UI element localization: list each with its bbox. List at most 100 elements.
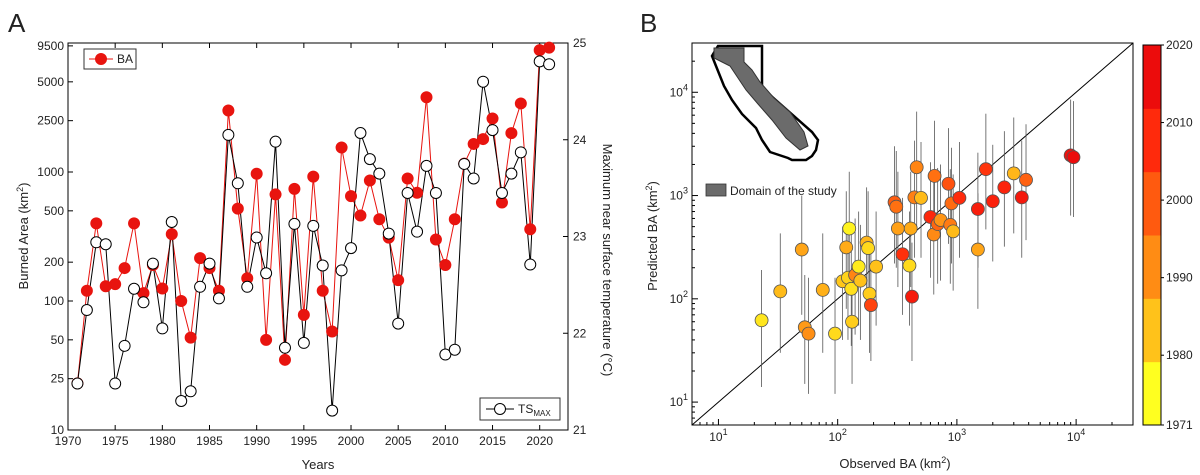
ts-point [269, 135, 282, 148]
ylabel-b-sup: 2 [644, 185, 654, 190]
ts-point [175, 394, 188, 407]
ts-point [335, 264, 348, 277]
y-tick-label: 103 [670, 186, 688, 203]
ts-point [260, 267, 273, 280]
ts-point [543, 58, 556, 71]
ts-point [71, 377, 84, 390]
y-tick-base: 10 [670, 189, 684, 203]
x-tick-label: 102 [828, 427, 846, 444]
colorbar-frame [1142, 44, 1162, 426]
ts-point [373, 167, 386, 180]
scatter-point [794, 242, 809, 257]
ts-point [345, 242, 358, 255]
domain-legend-swatch [705, 183, 727, 197]
ba-point [297, 308, 310, 321]
legend-ba: BA [83, 48, 137, 70]
ts-point [524, 258, 537, 271]
scatter-point [902, 258, 917, 273]
ba-point [467, 137, 480, 150]
scatter-point [862, 286, 877, 301]
x-tick-label: 1985 [196, 434, 223, 448]
ts-point [297, 336, 310, 349]
y-left-tick-label: 200 [44, 255, 64, 269]
ts-point [288, 217, 301, 230]
ba-point [128, 217, 141, 230]
y-left-tick-label: 1000 [37, 165, 64, 179]
ts-point [165, 215, 178, 228]
ba-point [80, 284, 93, 297]
x-tick-label: 2000 [338, 434, 365, 448]
scatter-point [895, 247, 910, 262]
ts-point [486, 124, 499, 137]
scatter-point [889, 199, 904, 214]
ts-point [231, 177, 244, 190]
x-tick-label: 2010 [432, 434, 459, 448]
scatter-point [914, 190, 928, 205]
colorbar-tick-label: 2000 [1166, 193, 1193, 207]
ts-point [128, 282, 141, 295]
ba-point [269, 188, 282, 201]
ba-point [250, 167, 263, 180]
ba-point [486, 112, 499, 125]
ba-point [109, 278, 122, 291]
scatter-point [754, 313, 769, 328]
ba-point [222, 104, 235, 117]
scatter-point [773, 284, 788, 299]
ba-point [373, 213, 386, 226]
colorbar-segment [1143, 45, 1161, 109]
panel-b-ylabel: Predicted BA (km2) [644, 181, 660, 291]
colorbar-tick-label: 1980 [1166, 348, 1193, 362]
ba-point [260, 333, 273, 346]
y-left-tick-label: 100 [44, 294, 64, 308]
x-tick-label: 2005 [385, 434, 412, 448]
study-domain-shape [713, 47, 809, 151]
ba-point [363, 174, 376, 187]
ba-point [194, 252, 207, 265]
california-map: Domain of the study [705, 44, 837, 198]
x-tick-label: 2015 [479, 434, 506, 448]
ba-point [118, 262, 131, 275]
scatter-point [941, 176, 956, 191]
x-tick-label: 1995 [290, 434, 317, 448]
legend-ts-text: TS [518, 402, 533, 416]
ts-point [307, 219, 320, 232]
colorbar-tick-label: 2010 [1166, 116, 1193, 130]
ts-line [76, 60, 550, 411]
scatter-point [845, 314, 859, 329]
x-tick-label: 1980 [149, 434, 176, 448]
y-left-tick-label: 5000 [37, 75, 64, 89]
ts-point [156, 322, 169, 335]
ts-point [477, 75, 490, 88]
ts-point [80, 304, 93, 317]
ts-point [146, 257, 159, 270]
x-tick-base: 10 [828, 430, 842, 444]
panel-a-xlabel: Years [302, 457, 335, 472]
x-tick-exponent: 3 [961, 427, 966, 437]
scatter-point [1014, 190, 1029, 205]
ylabel-b-end: ) [645, 181, 660, 185]
colorbar-tick-label: 1971 [1166, 418, 1193, 432]
y-left-tick-label: 10 [51, 423, 65, 437]
ts-point [458, 157, 471, 170]
scatter-point [985, 194, 1000, 209]
ts-point [382, 227, 395, 240]
ts-point [495, 186, 508, 199]
ba-point [429, 233, 442, 246]
scatter-point [890, 221, 905, 236]
x-tick-exponent: 4 [1080, 427, 1085, 437]
ba-point [231, 202, 244, 215]
ba-point [401, 172, 414, 185]
colorbar-segment [1143, 108, 1161, 173]
scatter-point [909, 160, 924, 175]
ts-point [514, 146, 527, 159]
y-tick-label: 102 [670, 289, 688, 306]
y-right-tick-label: 24 [573, 133, 587, 147]
scatter-point [842, 221, 857, 236]
x-tick-base: 10 [948, 430, 962, 444]
scatter-point [851, 259, 866, 274]
panel-b-xlabel: Observed BA (km2) [839, 455, 950, 471]
panel-a-letter: A [8, 8, 26, 38]
ts-point [278, 341, 291, 354]
